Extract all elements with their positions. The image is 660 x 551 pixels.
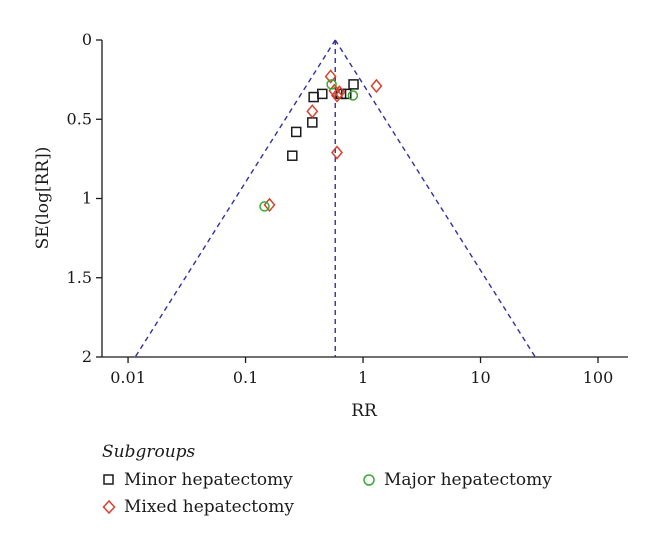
minor-hepatectomy-point xyxy=(348,79,359,90)
legend-label-major: Major hepatectomy xyxy=(384,470,552,490)
minor-hepatectomy-point xyxy=(307,117,318,128)
mixed-hepatectomy-point xyxy=(330,88,343,103)
x-axis: 0.01 0.1 1 10 100 xyxy=(102,356,628,387)
legend-label-mixed: Mixed hepatectomy xyxy=(124,497,295,517)
y-tick-label: 0 xyxy=(82,30,92,49)
x-tick-label: 100 xyxy=(583,368,614,387)
y-tick-label: 2 xyxy=(82,347,92,366)
x-tick-label: 0.1 xyxy=(233,368,258,387)
y-tick-label: 1.5 xyxy=(67,268,92,287)
y-tick-label: 0.5 xyxy=(67,109,92,128)
y-tick-label: 1 xyxy=(82,189,92,208)
major-hepatectomy-point xyxy=(347,90,359,101)
circle-marker-icon xyxy=(363,474,375,486)
x-tick-label: 0.01 xyxy=(110,368,146,387)
legend-item-mixed: Mixed hepatectomy xyxy=(102,497,294,517)
minor-hepatectomy-point xyxy=(317,88,328,100)
mixed-hepatectomy-point xyxy=(324,69,337,84)
x-tick-label: 1 xyxy=(358,368,368,387)
diamond-marker-icon xyxy=(102,500,116,514)
funnel-plot: 0 0.5 1 1.5 2 0.01 0.1 1 10 100 RR SE(log[RR]) xyxy=(33,30,628,421)
square-marker-icon xyxy=(103,474,114,485)
legend-title: Subgroups xyxy=(102,442,196,462)
legend-item-major: Major hepatectomy xyxy=(362,470,552,490)
mixed-hepatectomy-point xyxy=(263,197,276,213)
x-axis-title: RR xyxy=(351,401,378,421)
minor-hepatectomy-point xyxy=(341,88,352,100)
minor-hepatectomy-point xyxy=(290,126,302,138)
mixed-hepatectomy-point xyxy=(370,78,383,94)
y-axis-title: SE(log[RR]) xyxy=(33,147,53,250)
data-points xyxy=(259,69,383,213)
major-hepatectomy-point xyxy=(259,201,270,212)
legend-label-minor: Minor hepatectomy xyxy=(124,470,293,490)
funnel-lines xyxy=(134,39,536,358)
y-axis: 0 0.5 1 1.5 2 xyxy=(67,30,103,366)
funnel-right-limit xyxy=(334,39,536,358)
mixed-hepatectomy-point xyxy=(306,104,319,119)
minor-hepatectomy-point xyxy=(287,150,298,161)
major-hepatectomy-point xyxy=(326,79,337,90)
legend: Subgroups Minor hepatectomy Mixed hepate… xyxy=(102,442,622,532)
funnel-left-limit xyxy=(134,39,336,358)
mixed-hepatectomy-point xyxy=(330,145,343,160)
minor-hepatectomy-point xyxy=(308,91,319,103)
x-tick-label: 10 xyxy=(470,368,490,387)
mixed-hepatectomy-point xyxy=(333,85,346,100)
legend-item-minor: Minor hepatectomy xyxy=(102,470,293,490)
